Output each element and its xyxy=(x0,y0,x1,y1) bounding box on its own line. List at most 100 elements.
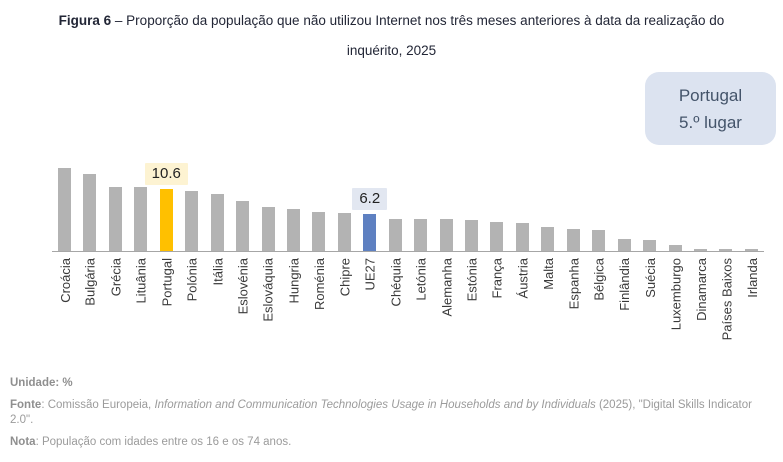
note-label: Nota xyxy=(10,435,36,448)
label-column-luxemburgo: Luxemburgo xyxy=(663,252,688,380)
bar-column-bulgaria xyxy=(77,173,102,251)
title-line-2: inquérito, 2025 xyxy=(346,43,437,58)
category-label-chequia: Chéquia xyxy=(388,258,404,307)
bar-estonia xyxy=(465,220,478,251)
category-label-malta: Malta xyxy=(540,258,556,290)
category-label-grecia: Grécia xyxy=(108,258,124,297)
bar-malta xyxy=(541,226,555,251)
bar-column-lituania xyxy=(128,187,153,251)
bar-suecia xyxy=(643,240,657,251)
label-column-finlandia: Finlândia xyxy=(612,252,637,380)
figure-title: Figura 6 – Proporção da população que nã… xyxy=(0,6,783,66)
bar-column-paises-baixos xyxy=(713,248,738,251)
category-label-chipre: Chipre xyxy=(337,258,353,297)
bar-column-finlandia xyxy=(612,239,637,251)
bar-espanha xyxy=(566,229,580,251)
category-label-ue27: UE27 xyxy=(362,258,378,291)
bar-eslovenia xyxy=(236,201,250,251)
note-text: : População com idades entre os 16 e os … xyxy=(35,435,292,448)
bar-dinamarca xyxy=(693,248,707,251)
source-note: Fonte: Comissão Europeia, Information an… xyxy=(10,398,775,429)
bar-column-croacia xyxy=(52,168,77,251)
category-label-austria: Áustria xyxy=(515,258,531,299)
category-label-espanha: Espanha xyxy=(566,258,582,310)
label-column-alemanha: Alemanha xyxy=(434,252,459,380)
value-label-ue27: 6.2 xyxy=(352,188,388,211)
category-label-alemanha: Alemanha xyxy=(439,258,455,317)
label-column-franca: França xyxy=(484,252,509,380)
bar-column-franca xyxy=(484,221,509,251)
category-label-belgica: Bélgica xyxy=(591,258,607,301)
label-column-estonia: Estónia xyxy=(459,252,484,380)
label-column-eslovenia: Eslovénia xyxy=(230,252,255,380)
bar-column-letonia xyxy=(408,219,433,251)
label-column-grecia: Grécia xyxy=(103,252,128,380)
label-column-espanha: Espanha xyxy=(561,252,586,380)
bar-finlandia xyxy=(617,239,631,251)
bar-letonia xyxy=(414,219,428,251)
bar-bulgaria xyxy=(83,173,97,251)
bar-column-grecia xyxy=(103,186,128,251)
bar-column-chequia xyxy=(383,218,408,251)
label-column-ue27: UE27 xyxy=(357,252,382,380)
plot-area: 10.6 6.2 xyxy=(52,158,764,251)
bar-irlanda xyxy=(744,249,758,251)
label-column-austria: Áustria xyxy=(510,252,535,380)
category-label-romenia: Roménia xyxy=(311,258,327,311)
bar-italia xyxy=(210,194,224,251)
bar-column-irlanda xyxy=(739,249,764,251)
bar-chart: 10.6 6.2 Croácia Bulgária Grécia Lituânia Por… xyxy=(52,158,764,380)
bar-luxemburgo xyxy=(668,245,682,251)
category-label-estonia: Estónia xyxy=(464,258,480,302)
bar-belgica xyxy=(592,229,606,251)
label-column-suecia: Suécia xyxy=(637,252,662,380)
source-label: Fonte xyxy=(10,398,42,411)
category-label-finlandia: Finlândia xyxy=(617,258,633,311)
badge-rank: 5.º lugar xyxy=(679,112,742,132)
bar-column-portugal: 10.6 xyxy=(144,162,188,251)
label-column-bulgaria: Bulgária xyxy=(77,252,102,380)
footer-notes: Unidade: % Fonte: Comissão Europeia, Inf… xyxy=(10,376,775,450)
label-column-chequia: Chéquia xyxy=(383,252,408,380)
bar-column-dinamarca xyxy=(688,248,713,251)
bar-column-italia xyxy=(205,194,230,251)
bar-column-austria xyxy=(510,223,535,251)
bar-column-chipre xyxy=(332,213,357,251)
label-column-letonia: Letónia xyxy=(408,252,433,380)
badge-country: Portugal xyxy=(678,85,743,105)
bar-hungria xyxy=(286,209,300,251)
bar-alemanha xyxy=(439,219,453,251)
bar-column-eslovaquia xyxy=(256,206,281,251)
label-column-paises-baixos: Países Baixos xyxy=(713,252,738,380)
bar-eslovaquia xyxy=(261,206,275,251)
bar-column-polonia xyxy=(179,190,204,251)
unit-note: Unidade: % xyxy=(10,377,73,389)
label-column-italia: Itália xyxy=(205,252,230,380)
bar-chequia xyxy=(388,218,402,251)
label-column-chipre: Chipre xyxy=(332,252,357,380)
bar-column-luxemburgo xyxy=(663,245,688,251)
bar-column-hungria xyxy=(281,209,306,251)
bar-paises-baixos xyxy=(719,248,733,251)
bar-lituania xyxy=(134,187,148,251)
category-label-bulgaria: Bulgária xyxy=(82,258,98,306)
label-column-lituania: Lituânia xyxy=(128,252,153,380)
category-label-paises-baixos: Países Baixos xyxy=(718,258,734,341)
label-column-romenia: Roménia xyxy=(306,252,331,380)
label-column-croacia: Croácia xyxy=(52,252,77,380)
bar-chipre xyxy=(337,213,351,251)
bar-ue27 xyxy=(363,214,377,251)
category-label-luxemburgo: Luxemburgo xyxy=(668,258,683,331)
category-label-irlanda: Irlanda xyxy=(744,258,760,298)
category-label-eslovenia: Eslovénia xyxy=(235,258,251,315)
category-label-eslovaquia: Eslováquia xyxy=(261,258,276,322)
label-column-portugal: Portugal xyxy=(154,252,179,380)
figure-number: Figura 6 xyxy=(58,13,112,28)
category-label-croacia: Croácia xyxy=(57,258,73,303)
label-column-irlanda: Irlanda xyxy=(739,252,764,380)
title-line-1: Figura 6 – Proporção da população que nã… xyxy=(0,6,783,36)
label-column-malta: Malta xyxy=(535,252,560,380)
category-label-portugal: Portugal xyxy=(159,258,175,307)
label-column-belgica: Bélgica xyxy=(586,252,611,380)
bar-column-eslovenia xyxy=(230,201,255,251)
